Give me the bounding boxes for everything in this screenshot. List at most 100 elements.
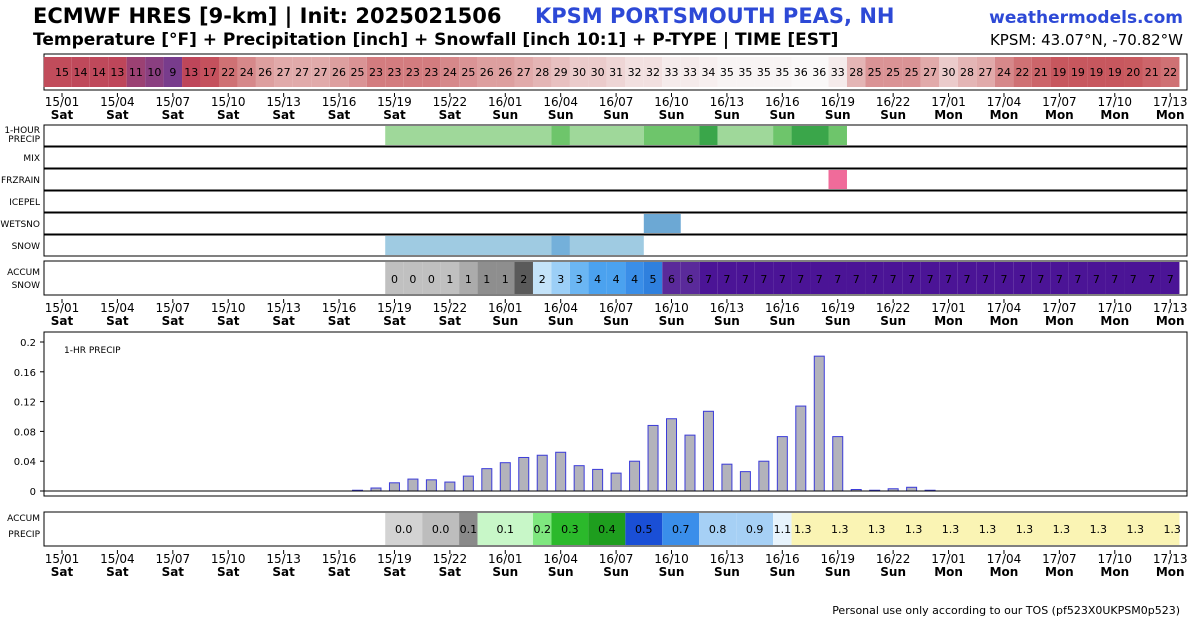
accum-snow-cell (1087, 262, 1106, 294)
temperature-cell (736, 57, 755, 87)
accum-precip-value: 1.3 (905, 523, 923, 536)
temperature-value: 30 (942, 66, 956, 79)
temperature-value: 25 (905, 66, 919, 79)
axis-date-label: 17/07 (1042, 301, 1077, 315)
accum-precip-cell (551, 513, 589, 545)
axis-date-label: 17/04 (987, 301, 1022, 315)
ptype-row-frame (43, 146, 1188, 169)
accum-precip-value: 1.3 (831, 523, 849, 536)
accum-snow-cell (662, 262, 681, 294)
accum-snow-value: 4 (613, 273, 620, 286)
temperature-cell (902, 57, 921, 87)
axis-day-label: Sun (769, 565, 795, 579)
temperature-cell (200, 57, 219, 87)
temperature-cell (1087, 57, 1106, 87)
axis-day-label: Sat (162, 108, 185, 122)
accum-snow-cell (736, 262, 755, 294)
precip-bar (629, 460, 641, 492)
accum-precip-cell (662, 513, 700, 545)
temperature-value: 23 (369, 66, 383, 79)
temperature-cell (1031, 57, 1051, 87)
axis-date-label: 15/13 (266, 95, 301, 109)
accum-precip-value: 0.2 (533, 523, 551, 536)
axis-date-label: 15/04 (100, 95, 135, 109)
temperature-cell (810, 57, 829, 87)
temperature-value: 24 (443, 66, 457, 79)
accum-snow-cell (551, 262, 570, 294)
accum-precip-cell (699, 513, 737, 545)
accum-snow-value: 7 (760, 273, 767, 286)
ptype-row-label: SNOW (12, 242, 41, 252)
accum-snow-cell (422, 262, 441, 294)
accum-snow-cell (994, 262, 1014, 294)
axis-day-label: Mon (1045, 565, 1074, 579)
ptype-row-label: PRECIP (8, 135, 40, 145)
accum-snow-cell (680, 262, 700, 294)
axis-day-label: Sun (659, 314, 685, 328)
axis-date-label: 16/19 (820, 95, 855, 109)
ptype-segment (828, 126, 847, 145)
axis-date-label: 15/10 (211, 301, 246, 315)
ptype-row-frame (43, 190, 1188, 213)
axis-date-label: 16/13 (710, 552, 745, 566)
site-link[interactable]: weathermodels.com (989, 8, 1183, 28)
axis-day-label: Mon (1045, 314, 1074, 328)
axis-date-label: 15/01 (45, 95, 80, 109)
accum-snow-cell (403, 262, 423, 294)
temperature-value: 27 (277, 66, 291, 79)
accum-snow-value: 7 (1130, 273, 1137, 286)
accum-snow-value: 2 (539, 273, 546, 286)
temperature-value: 27 (923, 66, 937, 79)
axis-day-label: Sun (659, 565, 685, 579)
accum-snow-cell (385, 262, 404, 294)
accum-snow-value: 7 (816, 273, 823, 286)
temperature-value: 19 (1089, 66, 1103, 79)
temperature-cell (71, 57, 90, 87)
accum-snow-cell (865, 262, 884, 294)
ptype-row-label: FRZRAIN (1, 176, 40, 186)
temperature-value: 33 (665, 66, 679, 79)
temperature-cell (717, 57, 737, 87)
temperature-cell (1050, 57, 1069, 87)
accum-snow-value: 7 (797, 273, 804, 286)
temperature-cell (1142, 57, 1161, 87)
y-tick-label: 0.04 (14, 457, 36, 468)
accum-snow-value: 6 (668, 273, 675, 286)
temperature-cell (496, 57, 515, 87)
axis-date-label: 15/01 (45, 301, 80, 315)
accum-snow-value: 7 (964, 273, 971, 286)
accum-snow-value: 0 (428, 273, 435, 286)
axis-day-label: Sat (272, 565, 295, 579)
temperature-cell (754, 57, 774, 87)
axis-date-label: 16/19 (820, 552, 855, 566)
accum-precip-value: 1.3 (979, 523, 997, 536)
temperature-cell (163, 57, 183, 87)
accum-snow-value: 7 (1056, 273, 1063, 286)
temperature-value: 35 (720, 66, 734, 79)
temperature-cell (108, 57, 127, 87)
temperature-cell (551, 57, 570, 87)
accum-snow-value: 0 (409, 273, 416, 286)
temperature-cell (846, 57, 866, 87)
axis-date-label: 16/04 (543, 552, 578, 566)
axis-day-label: Sat (383, 108, 406, 122)
precip-frame (43, 331, 1188, 497)
temperature-value: 28 (960, 66, 974, 79)
accum-snow-value: 7 (705, 273, 712, 286)
ptype-segment (551, 126, 570, 145)
accum-snow-value: 7 (723, 273, 730, 286)
axis-day-label: Sat (106, 565, 129, 579)
temperature-value: 30 (572, 66, 586, 79)
precip-bar (555, 451, 567, 492)
accum-snow-cell (939, 262, 958, 294)
y-tick-label: 0.08 (14, 427, 36, 438)
precip-bar (832, 436, 844, 492)
accum-snow-label: SNOW (12, 281, 41, 291)
accum-precip-cell (459, 513, 478, 545)
axis-date-label: 16/01 (488, 301, 523, 315)
temperature-cell (606, 57, 626, 87)
temperature-value: 28 (849, 66, 863, 79)
temperature-cell (1160, 57, 1180, 87)
accum-snow-cell (625, 262, 644, 294)
axis-date-label: 17/04 (987, 95, 1022, 109)
